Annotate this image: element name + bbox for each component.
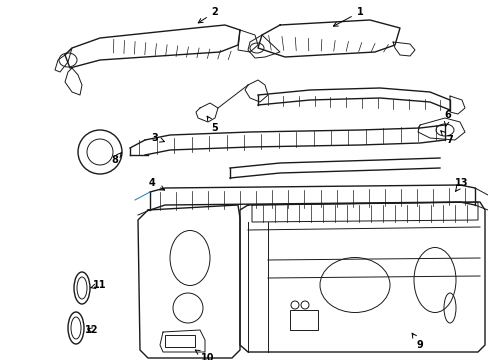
Text: 6: 6	[444, 110, 450, 126]
Text: 11: 11	[90, 280, 106, 290]
Text: 8: 8	[111, 153, 121, 165]
Bar	[164, 335, 195, 347]
Text: 2: 2	[198, 7, 218, 23]
Text: 7: 7	[440, 131, 452, 145]
Text: 1: 1	[333, 7, 363, 26]
Text: 5: 5	[207, 116, 218, 133]
Text: 12: 12	[85, 325, 99, 335]
Text: 10: 10	[195, 350, 214, 360]
Text: 3: 3	[151, 133, 164, 143]
Text: 9: 9	[411, 333, 423, 350]
Text: 13: 13	[454, 178, 468, 191]
Text: 4: 4	[148, 178, 164, 190]
Bar	[289, 310, 317, 330]
